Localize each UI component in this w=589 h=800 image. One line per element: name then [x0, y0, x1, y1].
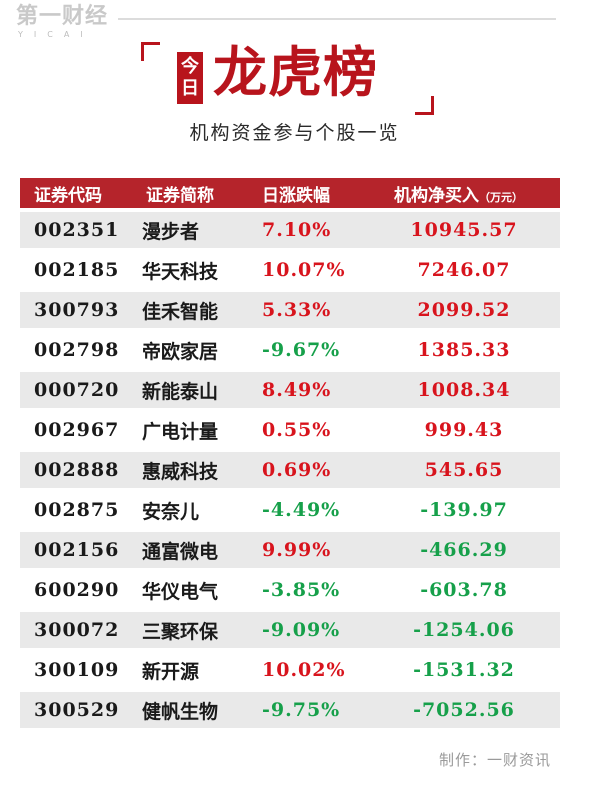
cell-change: 5.33%	[262, 299, 332, 321]
page-subtitle: 机构资金参与个股一览	[189, 122, 400, 144]
cell-change: 10.02%	[262, 659, 346, 681]
cell-net-buy: -466.29	[420, 539, 508, 561]
badge-bottom: 日	[181, 78, 199, 99]
cell-change: 9.99%	[262, 539, 332, 561]
cell-change: -4.49%	[262, 499, 341, 521]
brand-logo: 第一财经 YICAI	[16, 4, 116, 42]
cell-net-buy: -1531.32	[413, 659, 515, 681]
col-header-net: 机构净买入（万元）	[368, 181, 560, 206]
table-row: 300793 佳禾智能 5.33% 2099.52	[20, 292, 560, 328]
cell-name: 三聚环保	[142, 620, 219, 643]
cell-code: 300529	[34, 699, 120, 721]
footer-credit: 制作：一财资讯	[438, 751, 551, 769]
cell-code: 002185	[34, 259, 120, 281]
col-header-unit: （万元）	[479, 190, 523, 204]
table-row: 000720 新能泰山 8.49% 1008.34	[20, 372, 560, 408]
brand-sub: YICAI	[18, 30, 94, 39]
badge-top: 今	[181, 56, 199, 77]
table-row: 002351 漫步者 7.10% 10945.57	[20, 212, 560, 248]
cell-net-buy: -139.97	[420, 499, 508, 521]
cell-code: 002888	[34, 459, 120, 481]
page-title: 龙虎榜	[213, 40, 378, 104]
cell-code: 002967	[34, 419, 120, 441]
cell-code: 600290	[34, 579, 120, 601]
cell-name: 华仪电气	[142, 580, 219, 603]
title-bracket-right	[415, 96, 434, 115]
dragon-tiger-table: 证券代码 证券简称 日涨跌幅 机构净买入（万元） 002351 漫步者 7.10% 1…	[20, 178, 560, 728]
table-body: 002351 漫步者 7.10% 10945.57 002185 华天科技 10.07% 72…	[20, 212, 560, 728]
cell-net-buy: -1254.06	[413, 619, 515, 641]
cell-name: 惠威科技	[142, 460, 219, 483]
cell-name: 新能泰山	[142, 380, 219, 403]
brand-name: 第一财经	[16, 4, 109, 29]
cell-net-buy: -7052.56	[413, 699, 515, 721]
cell-name: 广电计量	[142, 420, 219, 443]
cell-change: 0.69%	[262, 459, 332, 481]
col-header-name: 证券简称	[146, 185, 214, 206]
table-header: 证券代码 证券简称 日涨跌幅 机构净买入（万元）	[20, 178, 560, 208]
cell-net-buy: -603.78	[420, 579, 508, 601]
cell-code: 002875	[34, 499, 120, 521]
table-row: 002156 通富微电 9.99% -466.29	[20, 532, 560, 568]
today-badge: 今 日	[177, 52, 203, 104]
cell-code: 300072	[34, 619, 120, 641]
table-row: 300072 三聚环保 -9.09% -1254.06	[20, 612, 560, 648]
cell-name: 新开源	[142, 660, 200, 683]
cell-name: 安奈儿	[142, 500, 200, 523]
cell-name: 健帆生物	[142, 700, 219, 723]
cell-code: 000720	[34, 379, 120, 401]
cell-change: -9.75%	[262, 699, 341, 721]
col-header-change: 日涨跌幅	[262, 185, 330, 206]
table-row: 600290 华仪电气 -3.85% -603.78	[20, 572, 560, 608]
table-row: 300529 健帆生物 -9.75% -7052.56	[20, 692, 560, 728]
cell-code: 002156	[34, 539, 120, 561]
cell-name: 华天科技	[142, 260, 219, 283]
title-bracket-left	[141, 42, 160, 61]
cell-net-buy: 1385.33	[417, 339, 511, 361]
table-row: 002798 帝欧家居 -9.67% 1385.33	[20, 332, 560, 368]
cell-change: -9.09%	[262, 619, 341, 641]
cell-change: -3.85%	[262, 579, 341, 601]
table-row: 002875 安奈儿 -4.49% -139.97	[20, 492, 560, 528]
cell-name: 帝欧家居	[142, 340, 219, 363]
cell-change: 8.49%	[262, 379, 332, 401]
cell-name: 通富微电	[142, 540, 219, 563]
cell-change: 0.55%	[262, 419, 332, 441]
table-row: 002967 广电计量 0.55% 999.43	[20, 412, 560, 448]
col-header-net-label: 机构净买入	[394, 185, 479, 206]
cell-code: 002798	[34, 339, 120, 361]
cell-net-buy: 10945.57	[410, 219, 518, 241]
cell-net-buy: 2099.52	[417, 299, 511, 321]
cell-change: -9.67%	[262, 339, 341, 361]
cell-net-buy: 7246.07	[417, 259, 511, 281]
cell-code: 300793	[34, 299, 120, 321]
cell-name: 漫步者	[142, 220, 200, 243]
table-row: 002185 华天科技 10.07% 7246.07	[20, 252, 560, 288]
cell-net-buy: 1008.34	[417, 379, 511, 401]
cell-net-buy: 545.65	[424, 459, 504, 481]
cell-change: 7.10%	[262, 219, 332, 241]
table-row: 300109 新开源 10.02% -1531.32	[20, 652, 560, 688]
cell-change: 10.07%	[262, 259, 346, 281]
top-divider	[118, 18, 556, 20]
cell-net-buy: 999.43	[424, 419, 504, 441]
col-header-code: 证券代码	[34, 185, 102, 206]
cell-code: 300109	[34, 659, 120, 681]
table-row: 002888 惠威科技 0.69% 545.65	[20, 452, 560, 488]
cell-code: 002351	[34, 219, 120, 241]
cell-name: 佳禾智能	[142, 300, 219, 323]
